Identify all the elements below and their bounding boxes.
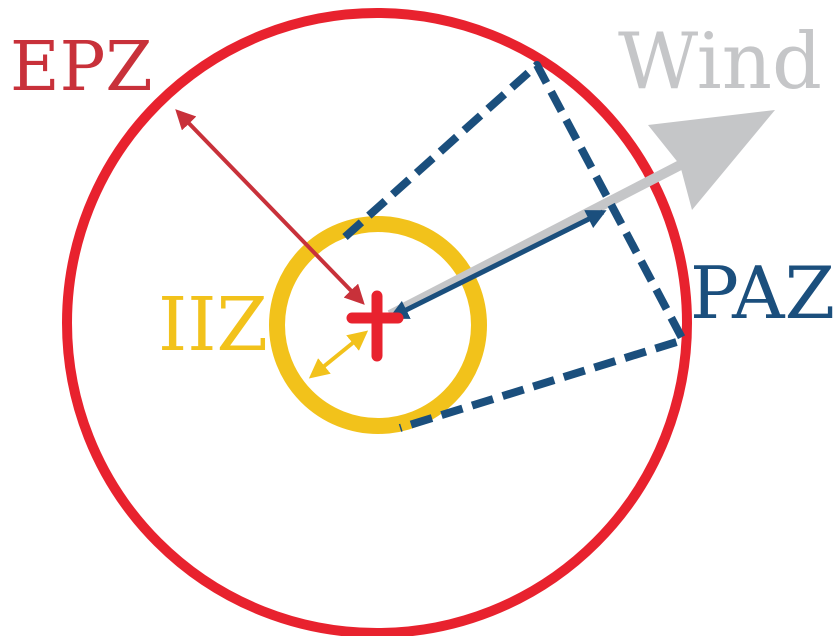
paz-radius-arrow <box>388 209 607 320</box>
paz-label: PAZ <box>690 251 835 335</box>
iiz-label: IIZ <box>158 282 268 368</box>
epz-radius-arrow <box>175 109 365 305</box>
epz-label: EPZ <box>10 28 153 107</box>
epz-circle <box>62 8 692 636</box>
paz-sector <box>342 61 687 432</box>
wind-label: Wind <box>618 17 822 107</box>
center-plus <box>346 290 404 362</box>
iiz-circle <box>269 216 487 434</box>
wind-arrowhead <box>648 110 775 210</box>
iiz-radius-arrow <box>308 330 369 379</box>
